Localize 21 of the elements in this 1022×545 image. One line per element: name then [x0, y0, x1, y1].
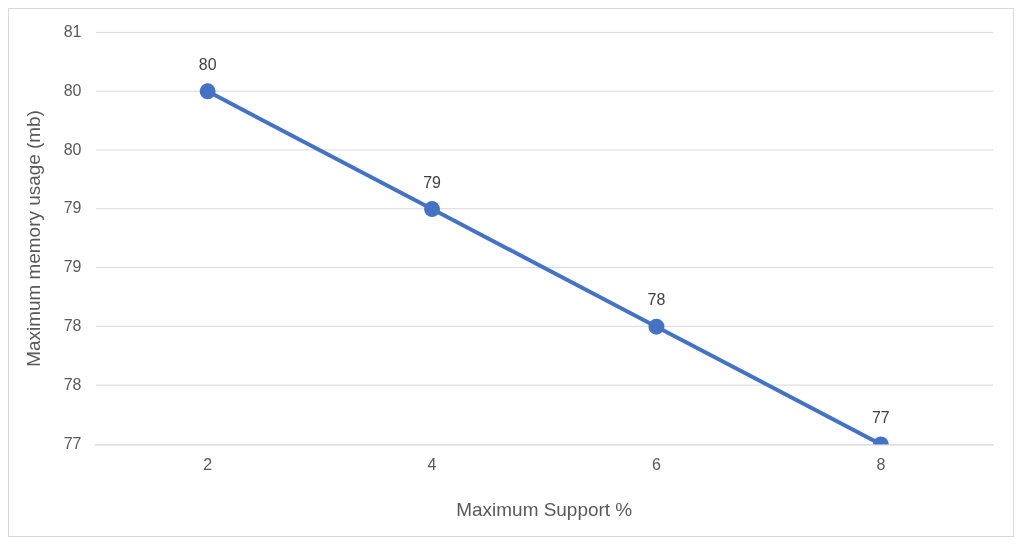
data-label: 80 [198, 55, 217, 73]
data-label: 79 [423, 173, 442, 191]
x-tick-label: 8 [876, 456, 886, 474]
point [648, 318, 665, 335]
x-tick-label: 6 [651, 456, 661, 474]
y-tick-label: 78 [63, 317, 82, 335]
point [199, 83, 216, 100]
y-tick-label: 79 [63, 258, 82, 276]
y-axis-title: Maximum memory usage (mb) [22, 110, 44, 367]
y-tick-label: 80 [63, 81, 82, 99]
x-tick-label: 2 [203, 456, 213, 474]
point [424, 201, 441, 217]
x-tick-label: 4 [427, 456, 437, 474]
x-axis-title: Maximum Support % [456, 498, 633, 520]
data-label: 77 [871, 408, 890, 426]
y-tick-label: 81 [63, 22, 82, 40]
data-label: 78 [647, 291, 666, 309]
y-tick-label: 77 [63, 434, 82, 452]
y-tick-label: 80 [63, 140, 82, 158]
y-tick-label: 79 [63, 199, 82, 217]
y-tick-label: 78 [63, 375, 82, 393]
